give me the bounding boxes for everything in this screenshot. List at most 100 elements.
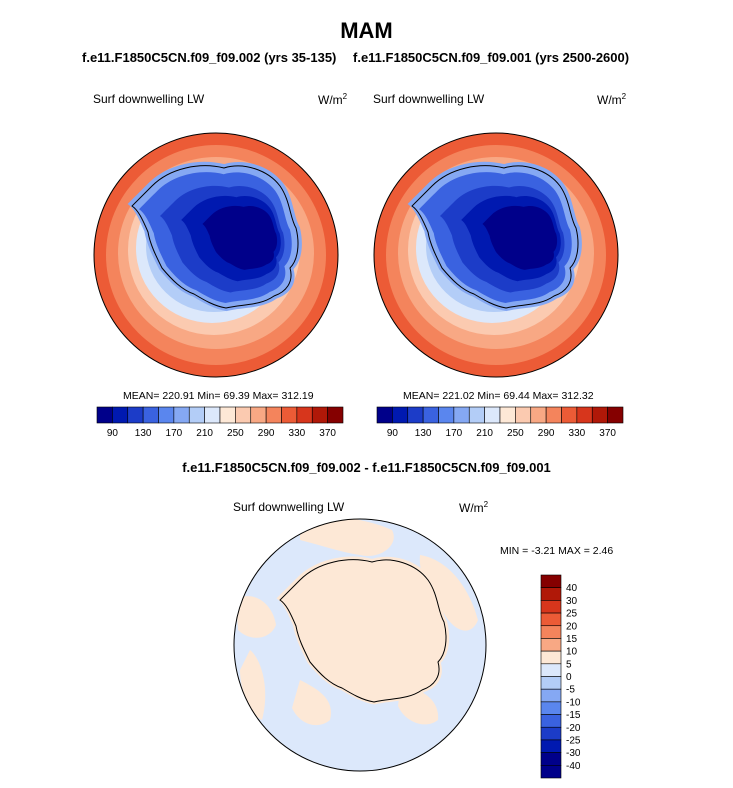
diff-colorbar-swatch [540,765,562,779]
right-case-title: f.e11.F1850C5CN.f09_f09.001 (yrs 2500-26… [353,50,630,65]
left-colorbar-swatch [235,406,252,424]
diff-variable-label: Surf downwelling LW [233,500,345,514]
left-colorbar-tick-label: 250 [227,428,244,439]
diff-colorbar-tick-label: 20 [566,621,578,632]
diff-colorbar-tick-label: 15 [566,634,578,645]
right-colorbar-swatch [392,406,409,424]
diff-colorbar-swatch [540,701,562,715]
left-colorbar-swatch [265,406,282,424]
left-colorbar-swatch [311,406,328,424]
diff-colorbar-tick-label: -30 [566,748,581,759]
diff-colorbar-tick-label: 10 [566,647,578,658]
right-stats: MEAN= 221.02 Min= 69.44 Max= 312.32 [403,390,594,402]
right-colorbar-swatch [545,406,562,424]
left-colorbar-tick-label: 370 [319,428,336,439]
diff-units-label: W/m2 [459,500,489,515]
left-colorbar-swatch [142,406,159,424]
right-colorbar-tick-label: 90 [387,428,399,439]
left-colorbar-tick-label: 90 [107,428,119,439]
right-colorbar-swatch [499,406,516,424]
right-colorbar-swatch [438,406,455,424]
diff-colorbar-tick-label: 5 [566,659,572,670]
right-colorbar-swatch [376,406,393,424]
diff-colorbar-swatch [540,739,562,753]
left-colorbar-tick-label: 210 [196,428,213,439]
left-case-title: f.e11.F1850C5CN.f09_f09.002 (yrs 35-135) [82,50,337,65]
left-colorbar-swatch [219,406,236,424]
left-colorbar-swatch [96,406,113,424]
left-colorbar-tick-label: 290 [258,428,275,439]
right-variable-label: Surf downwelling LW [373,92,485,106]
diff-colorbar-tick-label: -10 [566,697,581,708]
left-colorbar-swatch [158,406,175,424]
left-colorbar-swatch [281,406,298,424]
right-polar-map [374,133,618,377]
left-colorbar-tick-label: 170 [166,428,183,439]
diff-colorbar-swatch [540,612,562,627]
left-colorbar-swatch [112,406,129,424]
right-colorbar-swatch [453,406,470,424]
right-colorbar-tick-label: 130 [415,428,432,439]
left-stats: MEAN= 220.91 Min= 69.39 Max= 312.19 [123,390,314,402]
left-colorbar-swatch [327,406,344,424]
figure-title: MAM [340,18,393,43]
left-colorbar-tick-label: 130 [135,428,152,439]
difference-title: f.e11.F1850C5CN.f09_f09.002 - f.e11.F185… [182,460,551,475]
right-colorbar-tick-label: 170 [446,428,463,439]
left-colorbar-tick-label: 330 [289,428,306,439]
left-colorbar-swatch [204,406,221,424]
left-variable-label: Surf downwelling LW [93,92,205,106]
left-polar-map [94,133,338,377]
diff-colorbar-swatch [540,663,562,677]
diff-map-border [233,518,487,772]
right-colorbar-swatch [407,406,424,424]
diff-colorbar-tick-label: 30 [566,596,578,607]
diff-colorbar-tick-label: -15 [566,710,581,721]
diff-colorbar-tick-label: 25 [566,609,578,620]
left-colorbar-swatch [296,406,313,424]
diff-colorbar-tick-label: -20 [566,723,581,734]
left-colorbar-swatch [127,406,144,424]
diff-colorbar-swatch [540,650,562,665]
right-colorbar-swatch [468,406,485,424]
diff-colorbar-swatch [540,714,562,728]
diff-minmax: MIN = -3.21 MAX = 2.46 [500,545,614,557]
right-colorbar: 90 130 170 210 250 290 330 370 [376,406,624,439]
diff-colorbar-swatch [540,574,562,588]
diff-colorbar-swatch [540,587,562,601]
diff-colorbar-swatch [540,676,562,690]
right-colorbar-swatch [515,406,532,424]
right-colorbar-swatch [484,406,501,424]
left-colorbar-swatch [173,406,190,424]
left-map-border [93,132,339,378]
right-colorbar-tick-label: 370 [599,428,616,439]
right-colorbar-swatch [607,406,624,424]
diff-colorbar-swatch [540,638,562,652]
left-units-label: W/m2 [318,92,348,107]
diff-colorbar-tick-label: 40 [566,583,578,594]
left-colorbar-swatch [250,406,267,424]
diff-colorbar-tick-label: -25 [566,735,581,746]
diff-colorbar-tick-label: -5 [566,685,575,696]
right-colorbar-swatch [422,406,439,424]
right-colorbar-swatch [561,406,578,424]
right-colorbar-swatch [591,406,608,424]
right-colorbar-swatch [530,406,547,424]
right-colorbar-tick-label: 250 [507,428,524,439]
right-units-label: W/m2 [597,92,627,107]
right-colorbar-tick-label: 290 [538,428,555,439]
diff-colorbar-tick-label: 0 [566,672,572,683]
diff-colorbar-swatch [540,625,562,639]
right-colorbar-tick-label: 210 [476,428,493,439]
right-colorbar-swatch [576,406,593,424]
diff-colorbar-swatch [540,688,562,703]
diff-colorbar-tick-label: -40 [566,761,581,772]
right-colorbar-tick-label: 330 [569,428,586,439]
diff-colorbar-swatch [540,752,562,766]
diff-colorbar-swatch [540,600,562,614]
difference-polar-map [234,519,486,771]
right-map-border [373,132,619,378]
left-colorbar: 90 130 170 210 250 290 330 370 [96,406,344,439]
